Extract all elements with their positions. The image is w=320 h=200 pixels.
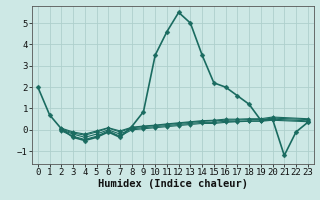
X-axis label: Humidex (Indice chaleur): Humidex (Indice chaleur) <box>98 179 248 189</box>
